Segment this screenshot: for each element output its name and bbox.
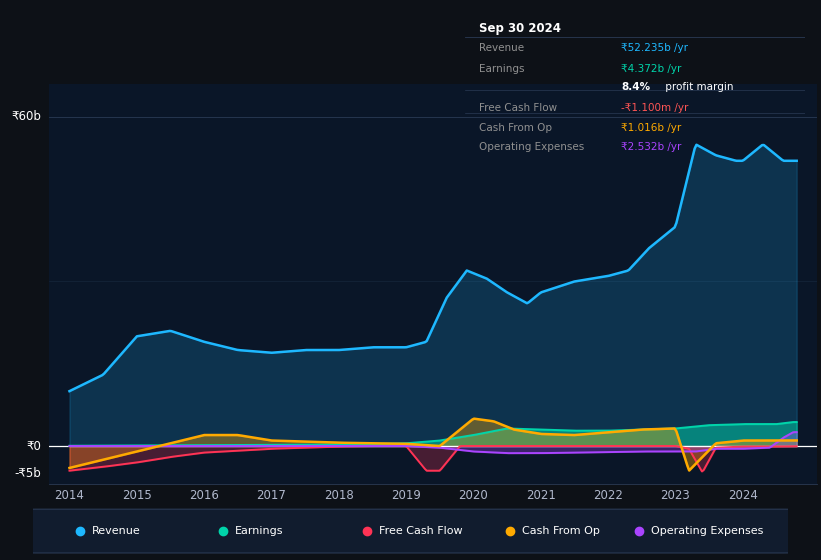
Text: profit margin: profit margin — [663, 82, 734, 92]
Text: ₹2.532b /yr: ₹2.532b /yr — [621, 142, 681, 152]
Text: Revenue: Revenue — [92, 526, 140, 535]
Text: ₹1.016b /yr: ₹1.016b /yr — [621, 123, 681, 133]
Text: ₹60b: ₹60b — [11, 110, 42, 123]
Text: Free Cash Flow: Free Cash Flow — [479, 103, 557, 113]
Text: Free Cash Flow: Free Cash Flow — [378, 526, 462, 535]
Text: Operating Expenses: Operating Expenses — [651, 526, 763, 535]
Text: -₹1.100m /yr: -₹1.100m /yr — [621, 103, 689, 113]
Text: -₹5b: -₹5b — [15, 467, 42, 480]
Text: Revenue: Revenue — [479, 43, 524, 53]
Text: Sep 30 2024: Sep 30 2024 — [479, 22, 561, 35]
Text: Cash From Op: Cash From Op — [479, 123, 552, 133]
Text: Cash From Op: Cash From Op — [522, 526, 600, 535]
Text: Earnings: Earnings — [479, 64, 524, 74]
Text: Operating Expenses: Operating Expenses — [479, 142, 584, 152]
Text: ₹52.235b /yr: ₹52.235b /yr — [621, 43, 688, 53]
FancyBboxPatch shape — [21, 509, 798, 553]
Text: Earnings: Earnings — [236, 526, 284, 535]
Text: 8.4%: 8.4% — [621, 82, 650, 92]
Text: ₹0: ₹0 — [27, 440, 42, 452]
Text: ₹4.372b /yr: ₹4.372b /yr — [621, 64, 681, 74]
